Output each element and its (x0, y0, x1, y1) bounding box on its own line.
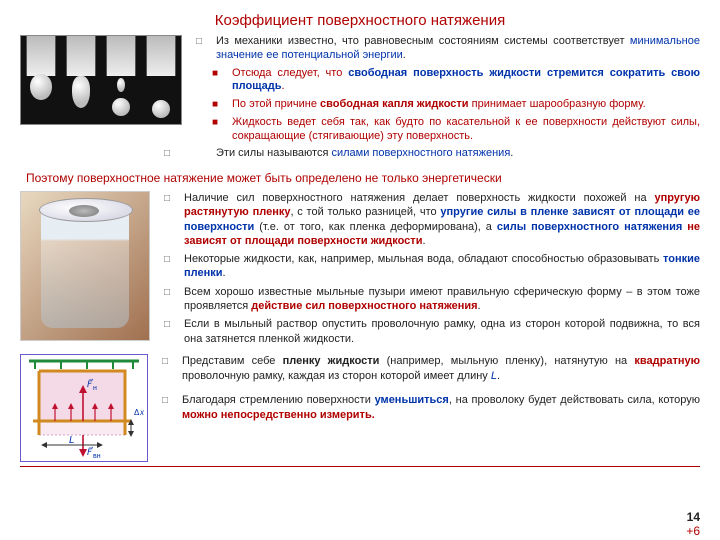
section-1: Из механики известно, что равновесным со… (20, 35, 700, 165)
bottom-rule (20, 466, 700, 467)
page-title: Коэффициент поверхностного натяжения (20, 12, 700, 29)
svg-text:L: L (69, 435, 75, 446)
b1-item1: Из механики известно, что равновесным со… (212, 35, 700, 63)
wire-frame-diagram: F⃗н F⃗вн L Δx (20, 354, 148, 462)
text-block-1: Из механики известно, что равновесным со… (196, 35, 700, 165)
section-3: F⃗н F⃗вн L Δx Представим себе пленку жид… (20, 354, 700, 462)
b1-item3: По этой причине свободная капля жидкости… (228, 98, 700, 112)
text-block-2: Наличие сил поверхностного натяжения дел… (164, 191, 700, 350)
glass-image (20, 191, 150, 341)
b2-item4: Если в мыльный раствор опустить проволоч… (180, 317, 700, 346)
b1-item2: Отсюда следует, что свободная поверхност… (228, 67, 700, 95)
svg-text:x: x (139, 408, 145, 417)
sub-heading: Поэтому поверхностное натяжение может бы… (26, 171, 700, 185)
section-2: Наличие сил поверхностного натяжения дел… (20, 191, 700, 350)
b3-item2: Благодаря стремлению поверхности уменьши… (178, 393, 700, 424)
droplets-image (20, 35, 182, 125)
b2-item1: Наличие сил поверхностного натяжения дел… (180, 191, 700, 248)
b2-item2: Некоторые жидкости, как, например, мыльн… (180, 252, 700, 281)
svg-text:вн: вн (93, 453, 101, 460)
page-number: 14 (687, 510, 700, 524)
b1-item4: Жидкость ведет себя так, как будто по ка… (228, 116, 700, 144)
plus-counter: +6 (686, 524, 700, 538)
b2-item3: Всем хорошо известные мыльные пузыри име… (180, 285, 700, 314)
text-block-3: Представим себе пленку жидкости (наприме… (162, 354, 700, 432)
b1-item5: Эти силы называются силами поверхностног… (180, 147, 668, 161)
b3-item1: Представим себе пленку жидкости (наприме… (178, 354, 700, 385)
svg-text:н: н (93, 385, 97, 392)
